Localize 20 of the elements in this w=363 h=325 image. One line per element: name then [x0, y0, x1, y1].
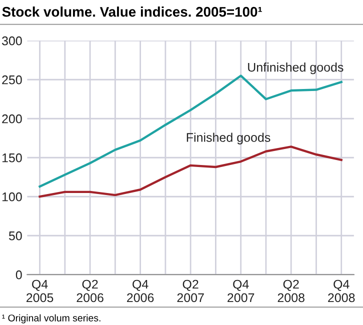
chart-title: Stock volume. Value indices. 2005=100¹ [2, 6, 262, 17]
x-tick-label: Q4 2005 [26, 280, 54, 302]
x-tick-label: Q4 2007 [228, 280, 254, 302]
x-tick-label: Q2 2007 [177, 280, 204, 302]
y-tick-label: 50 [8, 231, 22, 240]
y-tick-label: 100 [2, 192, 22, 202]
line-series [38, 146, 342, 198]
y-tick-label: 300 [2, 36, 22, 46]
series-label: Finished goods [186, 132, 270, 144]
line-series [38, 74, 342, 188]
x-tick-label: Q4 2008 [328, 280, 355, 302]
x-tick-label: Q4 2006 [127, 280, 154, 302]
y-tick-label: 0 [16, 270, 22, 280]
y-tick-label: 150 [2, 153, 22, 162]
x-tick-label: Q2 2006 [76, 280, 104, 302]
text: ¹ Original volum series. [2, 314, 100, 324]
series-label: Unfinished goods [248, 62, 344, 74]
y-tick-label: 250 [2, 75, 22, 84]
y-tick-label: 200 [2, 114, 22, 124]
x-tick-label: Q2 2008 [278, 280, 304, 302]
